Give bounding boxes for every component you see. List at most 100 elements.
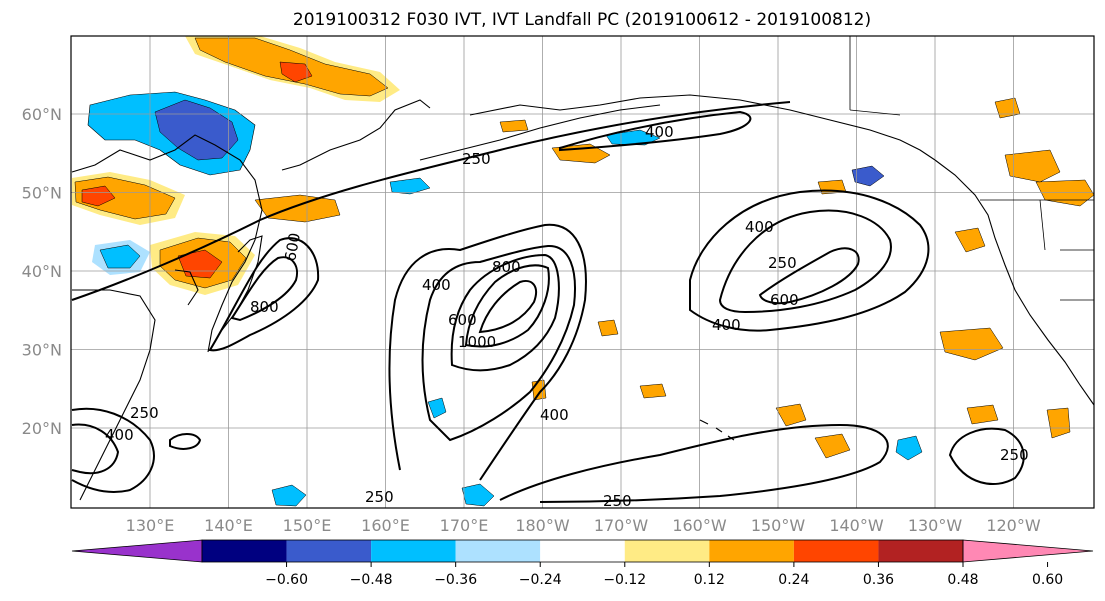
longitude-label: 120°W <box>986 516 1041 535</box>
colorbar-segment <box>202 540 287 562</box>
positive-anomaly-region <box>1004 149 1061 183</box>
coastline-alaska <box>469 94 936 161</box>
contour-label: 250 <box>462 150 491 168</box>
ivt-contour-400-central <box>421 244 576 442</box>
colorbar-tick-label: −0.60 <box>265 572 308 588</box>
coastlines <box>71 36 1094 501</box>
colorbar-tick-label: −0.12 <box>603 572 646 588</box>
latitude-labels: 60°N 50°N 40°N 30°N 20°N <box>22 105 62 438</box>
coastline-asia <box>71 134 263 353</box>
ivt-contour-1000-central <box>478 280 538 334</box>
latitude-label: 50°N <box>22 184 62 203</box>
colorbar-extend-high <box>962 539 1094 563</box>
colorbar-segment <box>878 540 963 562</box>
contour-label: 250 <box>768 254 797 272</box>
map-title: 2019100312 F030 IVT, IVT Landfall PC (20… <box>293 10 871 30</box>
positive-anomaly-region <box>279 61 313 83</box>
negative-anomaly-region <box>427 397 447 419</box>
coastline-aleutians <box>419 104 661 161</box>
contour-label: 600 <box>281 231 304 262</box>
negative-anomaly-region <box>895 435 923 461</box>
positive-anomaly-region <box>597 319 619 337</box>
contour-label: 250 <box>1000 446 1029 464</box>
latitude-label: 60°N <box>22 105 62 124</box>
colorbar-segment <box>371 540 456 562</box>
contour-label: 400 <box>745 218 774 236</box>
negative-anomaly-region <box>154 99 239 161</box>
contour-label: 250 <box>130 404 159 422</box>
latitude-label: 40°N <box>22 262 62 281</box>
colorbar-segment <box>540 540 625 562</box>
colorbar-segment <box>793 540 879 562</box>
coastline-kamchatka <box>281 99 431 171</box>
ivt-contour-400-sw <box>71 423 120 475</box>
ivt-contour-250-south <box>499 423 889 503</box>
longitude-label: 130°W <box>908 516 963 535</box>
colorbar-segment <box>709 540 794 562</box>
ivt-contour-small-se <box>169 433 202 450</box>
negative-anomaly-region <box>851 165 885 187</box>
longitude-label: 140°E <box>204 516 253 535</box>
positive-anomaly-region <box>814 433 851 459</box>
positive-anomaly-region <box>499 119 529 133</box>
longitude-label: 160°E <box>361 516 410 535</box>
positive-anomaly-region <box>254 194 341 223</box>
positive-anomaly-region <box>939 327 1004 361</box>
positive-anomaly-region <box>1046 407 1071 439</box>
ivt-contour-800-central <box>464 264 550 348</box>
colorbar-tick-label: 0.36 <box>863 572 894 588</box>
longitude-label: 150°W <box>751 516 806 535</box>
positive-anomaly-region <box>1035 179 1094 207</box>
colorbar-extend-low <box>71 539 203 563</box>
negative-anomaly-region <box>389 177 431 195</box>
map-border <box>70 35 1095 509</box>
contour-label: 1000 <box>458 333 496 351</box>
positive-anomaly-region <box>954 227 986 253</box>
negative-anomaly-region <box>271 484 307 507</box>
ivt-contours <box>71 101 1025 503</box>
longitude-label: 150°E <box>283 516 332 535</box>
longitude-label: 160°W <box>672 516 727 535</box>
colorbar-tick-label: 0.48 <box>947 572 978 588</box>
contour-label: 250 <box>365 488 394 506</box>
positive-anomaly-region <box>775 403 807 427</box>
colorbar-segment <box>455 540 541 562</box>
contour-label: 800 <box>250 298 279 316</box>
colorbar: −0.60 −0.48 −0.36 −0.24 −0.12 0.12 0.24 0.36 0.4… <box>71 539 1094 588</box>
contour-label: 400 <box>712 316 741 334</box>
positive-anomaly-region <box>966 404 999 425</box>
colorbar-tick-label: 0.12 <box>694 572 725 588</box>
colorbar-tick-label: 0.24 <box>778 572 809 588</box>
longitude-labels: 130°E 140°E 150°E 160°E 170°E 180°W 170°W 160°W… <box>126 516 1041 535</box>
negative-anomaly-region <box>99 244 141 269</box>
ivt-contour-250-se <box>948 427 1025 485</box>
latitude-label: 20°N <box>22 419 62 438</box>
ivt-contour-250-sw <box>71 407 155 493</box>
contour-label: 600 <box>770 291 799 309</box>
colorbar-tick-label: −0.36 <box>434 572 477 588</box>
longitude-label: 130°E <box>126 516 175 535</box>
ivt-contour-250-west <box>208 237 320 352</box>
longitude-label: 140°W <box>829 516 884 535</box>
negative-anomaly-region <box>461 483 495 507</box>
positive-anomaly-region <box>531 379 547 401</box>
contour-label: 400 <box>105 426 134 444</box>
longitude-label: 180°W <box>515 516 570 535</box>
colorbar-tick-label: 0.60 <box>1032 572 1063 588</box>
positive-anomaly-region <box>81 185 116 207</box>
map-panel: 400 250 400 800 600 800 1000 400 600 400… <box>70 35 1095 509</box>
graticule <box>71 36 1094 508</box>
coastline-china <box>72 289 156 501</box>
ivt-contour-250-east <box>689 189 930 332</box>
contour-label: 400 <box>540 406 569 424</box>
border-lines <box>849 36 1094 301</box>
contour-labels: 400 250 400 800 600 800 1000 400 600 400… <box>105 123 1029 508</box>
contour-label: 600 <box>448 311 477 329</box>
colorbar-segment <box>286 540 372 562</box>
contour-label: 400 <box>645 123 674 141</box>
ivt-contour-400 <box>559 110 752 152</box>
colorbar-tick-label: −0.24 <box>519 572 562 588</box>
ivt-contour-250-central <box>388 223 587 481</box>
latitude-label: 30°N <box>22 341 62 360</box>
